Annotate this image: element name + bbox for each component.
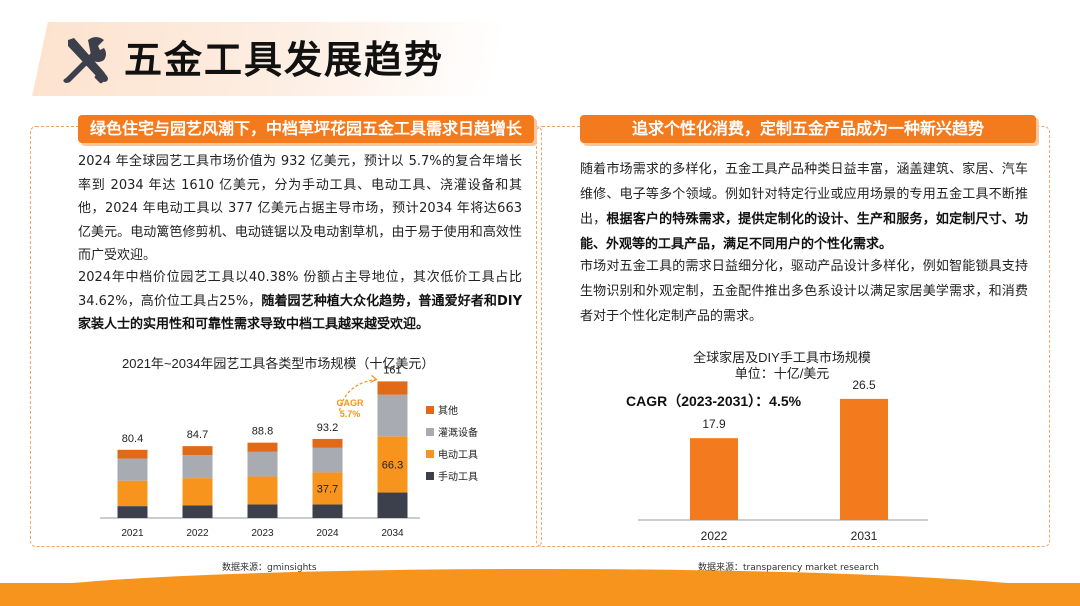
- bar-segment-2034-电动工具: [377, 436, 408, 493]
- bar-segment-2023-电动工具: [247, 476, 278, 505]
- segment-label: 37.7: [317, 483, 338, 495]
- value-label: 26.5: [852, 378, 876, 392]
- x-tick-label: 2031: [851, 529, 878, 543]
- bar-segment-2024-手动工具: [312, 504, 343, 518]
- legend-swatch: [426, 450, 434, 458]
- right-source: 数据来源：transparency market research: [698, 563, 879, 573]
- bar-segment-2022-灌溉设备: [182, 455, 213, 479]
- gagr-label: GAGR: [337, 398, 365, 408]
- total-label: 161: [383, 364, 401, 376]
- legend-label: 其他: [438, 404, 458, 417]
- right-banner: 追求个性化消费，定制五金产品成为一种新兴趋势: [580, 115, 1036, 143]
- left-paragraph-1: 2024 年全球园艺工具市场价值为 932 亿美元，预计以 5.7%的复合年增长…: [78, 154, 522, 263]
- legend-label: 手动工具: [438, 470, 478, 483]
- bar-segment-2024-灌溉设备: [312, 447, 343, 473]
- bar-segment-2023-手动工具: [247, 504, 278, 518]
- chart-title: 全球家居及DIY手工具市场规模: [693, 350, 871, 365]
- right-paragraph-2: 市场对五金工具的需求日益细分化，驱动产品设计多样化，例如智能锁具支持生物识别和外…: [580, 259, 1028, 324]
- tools-icon: [63, 37, 108, 84]
- legend-label: 灌溉设备: [438, 426, 478, 439]
- bar-segment-2023-其他: [247, 442, 278, 452]
- total-label: 80.4: [122, 433, 143, 445]
- diy-tools-bar-chart: 全球家居及DIY手工具市场规模 单位：十亿/美元 CAGR（2023-2031）…: [626, 350, 928, 543]
- bar-segment-2034-灌溉设备: [377, 394, 408, 437]
- x-tick-label: 2034: [381, 528, 404, 539]
- bar-segment-2021-电动工具: [117, 480, 148, 507]
- left-source: 数据来源：gminsights: [222, 563, 317, 573]
- right-paragraph-1: 随着市场需求的多样化，五金工具产品种类日益丰富，涵盖建筑、家居、汽车维修、电子等…: [580, 157, 1028, 257]
- right-paragraph-1-bold: 根据客户的特殊需求，提供定制化的设计、生产和服务，如定制尺寸、功能、外观等的工具…: [580, 212, 1028, 252]
- bar-2031: [840, 398, 888, 520]
- bar-segment-2022-手动工具: [182, 505, 213, 518]
- total-label: 84.7: [187, 429, 208, 441]
- bar-segment-2021-其他: [117, 449, 148, 459]
- gagr-value: 5.7%: [340, 409, 361, 419]
- total-label: 88.8: [252, 426, 273, 438]
- bar-2022: [690, 438, 738, 520]
- bar-segment-2034-其他: [377, 381, 408, 395]
- x-tick-label: 2022: [186, 528, 209, 539]
- bar-segment-2024-电动工具: [312, 472, 343, 505]
- x-tick-label: 2023: [251, 528, 274, 539]
- page-title: 五金工具发展趋势: [124, 38, 445, 82]
- legend-label: 电动工具: [438, 448, 478, 461]
- gagr-arrow: [338, 378, 377, 412]
- segment-label: 66.3: [382, 459, 403, 471]
- gagr-arrow-head: [370, 374, 378, 383]
- left-banner: 绿色住宅与园艺风潮下，中档草坪花园五金工具需求日趋增长: [78, 115, 534, 143]
- bar-segment-2021-灌溉设备: [117, 458, 148, 481]
- right-paragraph-1-text: 随着市场需求的多样化，五金工具产品种类日益丰富，涵盖建筑、家居、汽车维修、电子等…: [580, 162, 1028, 227]
- chart-title: 2021年~2034年园艺工具各类型市场规模（十亿美元）: [122, 356, 434, 371]
- cagr-annotation: CAGR（2023-2031）：4.5%: [626, 393, 802, 409]
- legend-swatch: [426, 406, 434, 414]
- bar-segment-2023-灌溉设备: [247, 451, 278, 477]
- bar-segment-2022-电动工具: [182, 478, 213, 506]
- chart-subtitle: 单位：十亿/美元: [735, 366, 830, 381]
- total-label: 93.2: [317, 422, 338, 434]
- left-paragraph-2: 2024年中档价位园艺工具以40.38% 份额占主导地位，其次低价工具占比34.…: [78, 266, 522, 337]
- bar-segment-2021-手动工具: [117, 506, 148, 518]
- legend-swatch: [426, 428, 434, 436]
- x-tick-label: 2024: [316, 528, 339, 539]
- x-tick-label: 2022: [701, 529, 728, 543]
- bar-segment-2034-手动工具: [377, 492, 408, 518]
- garden-tools-stacked-bar-chart: 2021年~2034年园艺工具各类型市场规模（十亿美元） 80.4 2021 84.…: [100, 356, 478, 539]
- left-paragraph-2-text: 2024年中档价位园艺工具以40.38% 份额占主导地位，其次低价工具占比34.…: [78, 270, 522, 309]
- x-tick-label: 2021: [121, 528, 144, 539]
- bar-segment-2022-其他: [182, 446, 213, 456]
- bar-segment-2024-其他: [312, 438, 343, 448]
- bottom-decor-bar: [0, 569, 1080, 606]
- left-paragraph-2-bold: 随着园艺种植大众化趋势，普通爱好者和DIY家装人士的实用性和可靠性需求导致中档工…: [78, 293, 522, 333]
- value-label: 17.9: [702, 417, 726, 431]
- legend-swatch: [426, 472, 434, 480]
